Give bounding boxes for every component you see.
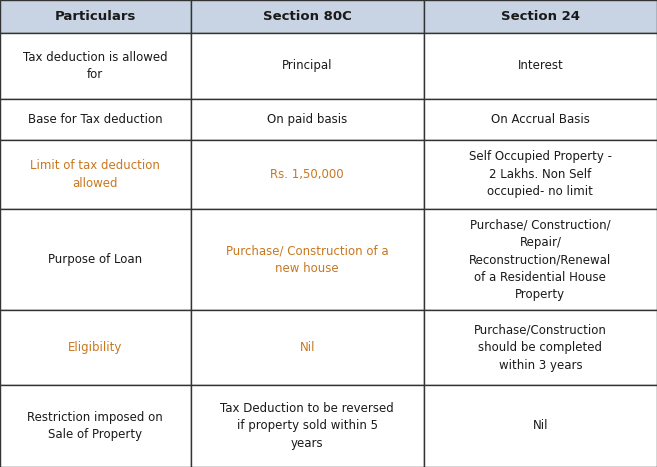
Bar: [424, 0, 657, 33]
Text: Section 24: Section 24: [501, 10, 580, 23]
Text: Section 80C: Section 80C: [263, 10, 351, 23]
Text: On Accrual Basis: On Accrual Basis: [491, 113, 590, 126]
Bar: [0, 99, 191, 140]
Text: Nil: Nil: [300, 341, 315, 354]
Bar: [0, 33, 191, 99]
Bar: [0, 0, 191, 33]
Text: Rs. 1,50,000: Rs. 1,50,000: [270, 168, 344, 181]
Bar: [424, 33, 657, 99]
Bar: [424, 209, 657, 311]
Bar: [191, 209, 424, 311]
Bar: [191, 311, 424, 385]
Text: On paid basis: On paid basis: [267, 113, 348, 126]
Bar: [191, 99, 424, 140]
Text: Self Occupied Property -
2 Lakhs. Non Self
occupied- no limit: Self Occupied Property - 2 Lakhs. Non Se…: [469, 150, 612, 198]
Text: Principal: Principal: [282, 59, 332, 72]
Bar: [424, 385, 657, 467]
Text: Tax deduction is allowed
for: Tax deduction is allowed for: [23, 51, 168, 81]
Bar: [191, 33, 424, 99]
Bar: [424, 140, 657, 209]
Text: Base for Tax deduction: Base for Tax deduction: [28, 113, 162, 126]
Text: Limit of tax deduction
allowed: Limit of tax deduction allowed: [30, 159, 160, 190]
Bar: [0, 311, 191, 385]
Text: Tax Deduction to be reversed
if property sold within 5
years: Tax Deduction to be reversed if property…: [220, 402, 394, 450]
Text: Purchase/ Construction/
Repair/
Reconstruction/Renewal
of a Residential House
Pr: Purchase/ Construction/ Repair/ Reconstr…: [469, 218, 612, 301]
Bar: [424, 99, 657, 140]
Bar: [191, 140, 424, 209]
Bar: [191, 0, 424, 33]
Text: Nil: Nil: [533, 419, 548, 432]
Bar: [0, 140, 191, 209]
Text: Particulars: Particulars: [55, 10, 136, 23]
Bar: [424, 311, 657, 385]
Text: Interest: Interest: [518, 59, 563, 72]
Bar: [191, 385, 424, 467]
Text: Eligibility: Eligibility: [68, 341, 122, 354]
Text: Purchase/Construction
should be completed
within 3 years: Purchase/Construction should be complete…: [474, 324, 607, 372]
Text: Restriction imposed on
Sale of Property: Restriction imposed on Sale of Property: [28, 410, 163, 441]
Bar: [0, 385, 191, 467]
Bar: [0, 209, 191, 311]
Text: Purpose of Loan: Purpose of Loan: [48, 253, 143, 266]
Text: Purchase/ Construction of a
new house: Purchase/ Construction of a new house: [226, 244, 388, 275]
